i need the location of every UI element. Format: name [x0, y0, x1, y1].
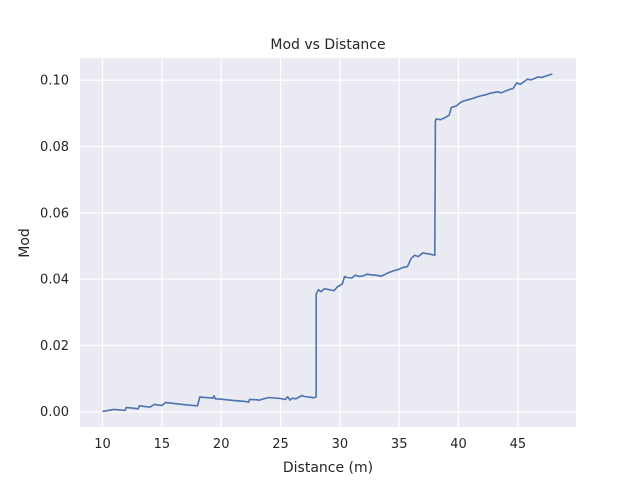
x-axis: 10 15 20 25 30 35 40 45	[94, 437, 526, 452]
x-tick-label: 45	[510, 437, 527, 452]
x-tick-label: 30	[332, 437, 349, 452]
x-tick-label: 15	[154, 437, 171, 452]
x-tick-label: 35	[391, 437, 408, 452]
x-axis-label: Distance (m)	[283, 460, 373, 476]
series-line	[102, 73, 553, 413]
grid	[80, 58, 576, 427]
x-tick-label: 10	[94, 437, 111, 452]
series-layer	[102, 73, 553, 413]
chart-title: Mod vs Distance	[270, 37, 385, 53]
y-axis-label: Mod	[17, 228, 33, 258]
y-tick-label: 0.10	[40, 74, 69, 89]
y-tick-label: 0.02	[40, 339, 69, 354]
plot-area	[80, 58, 576, 427]
y-axis: 0.00 0.02 0.04 0.06 0.08 0.10	[40, 74, 69, 421]
y-tick-label: 0.04	[40, 273, 69, 288]
y-tick-label: 0.00	[40, 405, 69, 420]
y-tick-label: 0.08	[40, 140, 69, 155]
y-tick-label: 0.06	[40, 206, 69, 221]
x-tick-label: 20	[213, 437, 230, 452]
x-tick-label: 25	[272, 437, 289, 452]
x-tick-label: 40	[450, 437, 467, 452]
